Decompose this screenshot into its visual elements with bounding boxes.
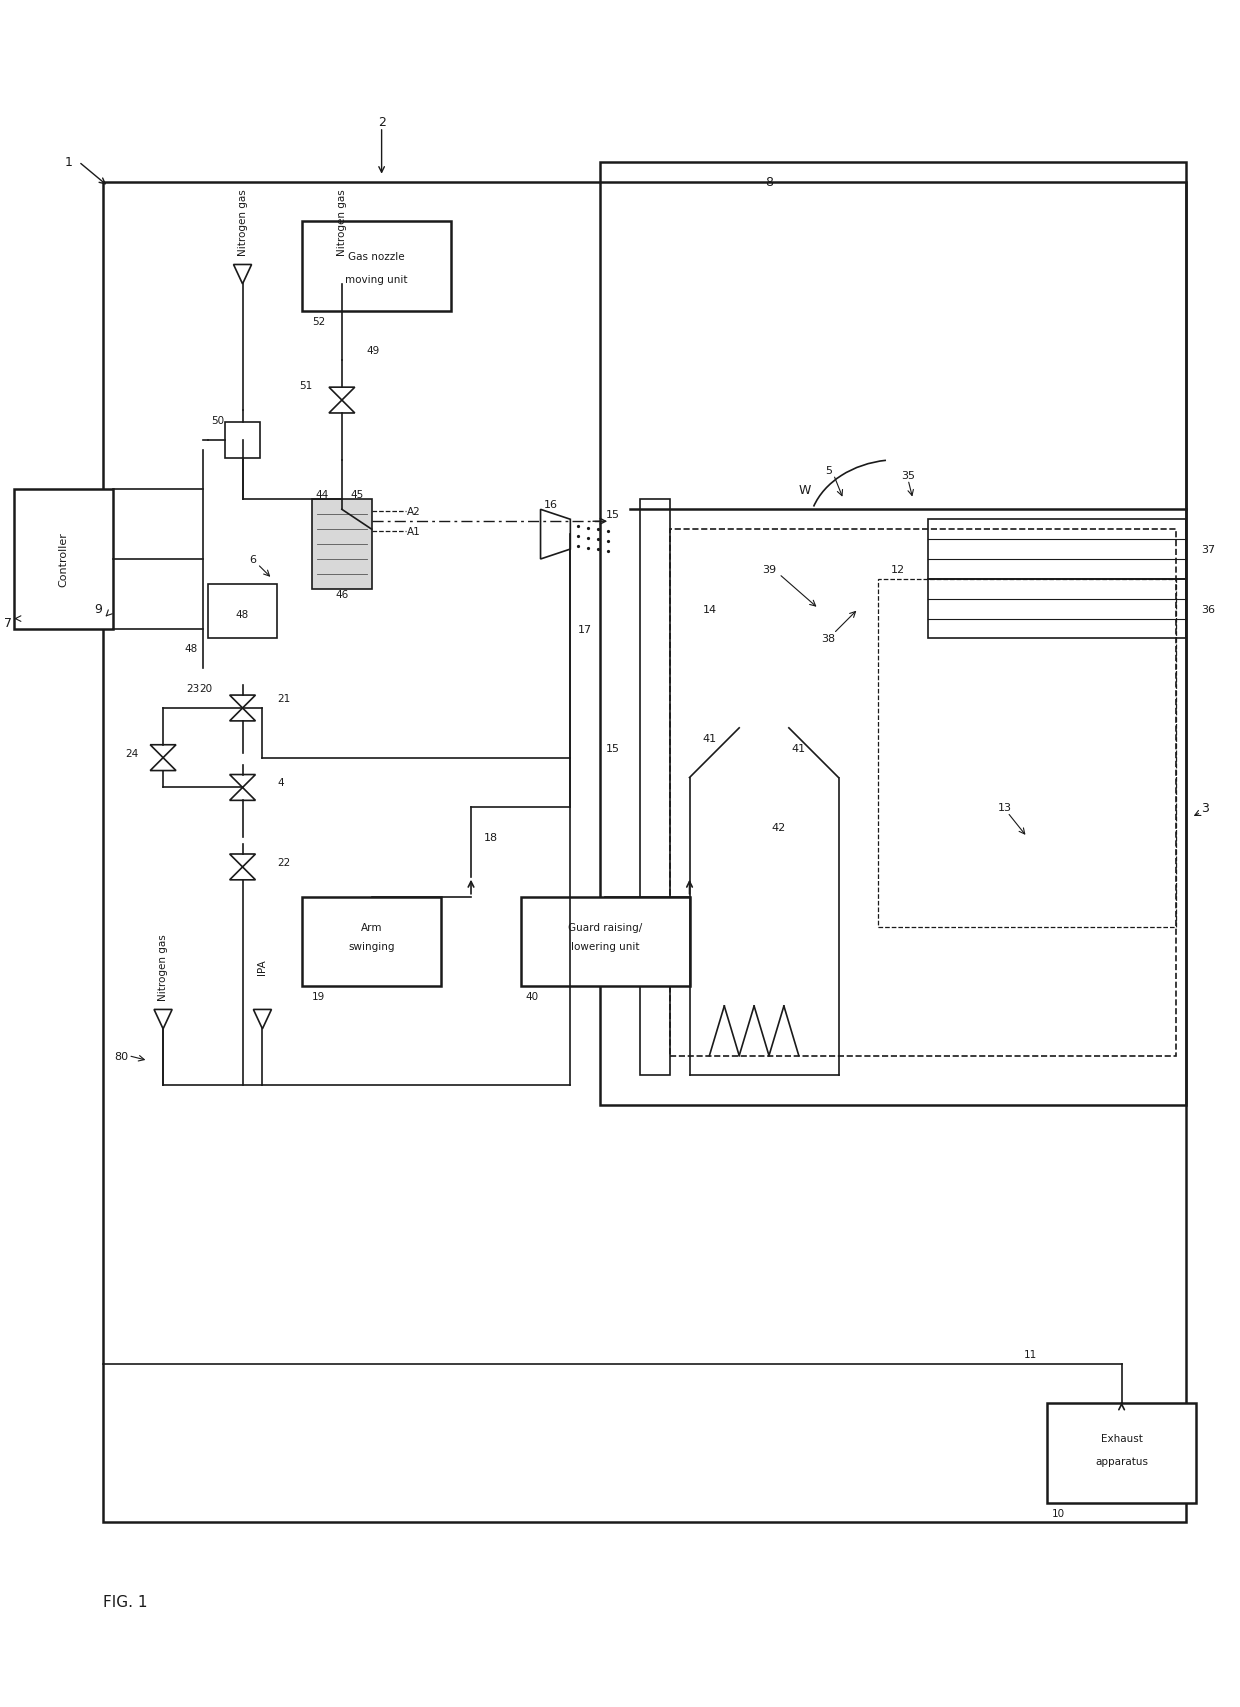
Text: 15: 15 — [606, 510, 620, 521]
Text: 12: 12 — [892, 565, 905, 575]
Text: 45: 45 — [350, 490, 363, 500]
Text: 13: 13 — [997, 802, 1012, 813]
Bar — [14, 490, 113, 630]
Bar — [928, 579, 1187, 638]
Text: 4: 4 — [278, 778, 284, 789]
Text: Nitrogen gas: Nitrogen gas — [337, 189, 347, 256]
Text: lowering unit: lowering unit — [570, 942, 640, 953]
Text: Nitrogen gas: Nitrogen gas — [157, 934, 169, 1000]
Text: 18: 18 — [484, 833, 498, 843]
Bar — [600, 162, 1187, 1106]
Bar — [670, 529, 1177, 1057]
Text: 36: 36 — [1202, 604, 1215, 615]
Text: 50: 50 — [211, 417, 224, 425]
Text: 41: 41 — [791, 743, 806, 753]
Text: 35: 35 — [901, 471, 915, 480]
Text: 42: 42 — [771, 823, 786, 833]
Text: Guard raising/: Guard raising/ — [568, 922, 642, 932]
Text: 48: 48 — [185, 644, 198, 654]
Text: Nitrogen gas: Nitrogen gas — [238, 189, 248, 256]
Text: 19: 19 — [312, 992, 325, 1002]
Polygon shape — [541, 510, 570, 560]
Text: W: W — [799, 483, 811, 497]
Text: 49: 49 — [367, 347, 379, 357]
Text: 22: 22 — [278, 857, 290, 867]
Text: 15: 15 — [606, 743, 620, 753]
Text: 16: 16 — [543, 500, 558, 510]
Text: 2: 2 — [378, 116, 386, 130]
Text: 44: 44 — [315, 490, 329, 500]
Bar — [224, 423, 260, 459]
Bar — [1047, 1403, 1197, 1502]
Text: 24: 24 — [125, 748, 138, 758]
Text: Exhaust: Exhaust — [1101, 1434, 1142, 1442]
Bar — [878, 579, 1177, 927]
Bar — [303, 222, 451, 311]
Text: 52: 52 — [312, 316, 325, 326]
Text: 17: 17 — [578, 625, 593, 633]
Text: 6: 6 — [249, 555, 255, 565]
Bar — [928, 521, 1187, 579]
Text: 38: 38 — [822, 633, 836, 644]
Text: 8: 8 — [765, 176, 773, 189]
Text: 48: 48 — [236, 609, 249, 620]
Text: 10: 10 — [1052, 1507, 1065, 1518]
Text: 7: 7 — [4, 616, 12, 630]
Bar — [208, 584, 278, 638]
Text: A1: A1 — [407, 527, 420, 538]
Text: 46: 46 — [335, 589, 348, 599]
Text: FIG. 1: FIG. 1 — [103, 1594, 148, 1610]
Text: swinging: swinging — [348, 942, 394, 953]
Bar — [103, 183, 1187, 1523]
Text: 9: 9 — [94, 603, 103, 616]
Text: 51: 51 — [299, 381, 312, 391]
Text: 40: 40 — [526, 992, 538, 1002]
Text: moving unit: moving unit — [346, 275, 408, 285]
Text: 3: 3 — [1202, 801, 1209, 814]
Text: 37: 37 — [1202, 545, 1215, 555]
Text: 39: 39 — [761, 565, 776, 575]
Text: 23: 23 — [186, 685, 200, 693]
Text: 21: 21 — [278, 693, 290, 703]
Text: A2: A2 — [407, 507, 420, 517]
Bar — [521, 898, 689, 987]
Text: 41: 41 — [702, 734, 717, 743]
Text: 1: 1 — [64, 155, 73, 169]
Text: Controller: Controller — [58, 533, 68, 587]
Text: 5: 5 — [825, 466, 832, 475]
Text: 11: 11 — [1024, 1349, 1037, 1359]
Bar — [640, 500, 670, 1075]
Bar — [303, 898, 441, 987]
Bar — [312, 500, 372, 589]
Text: 14: 14 — [702, 604, 717, 615]
Text: Arm: Arm — [361, 922, 382, 932]
Text: apparatus: apparatus — [1095, 1456, 1148, 1466]
Text: 80: 80 — [114, 1052, 128, 1062]
Text: 20: 20 — [200, 685, 213, 693]
Text: IPA: IPA — [258, 959, 268, 975]
Text: Gas nozzle: Gas nozzle — [348, 253, 405, 261]
